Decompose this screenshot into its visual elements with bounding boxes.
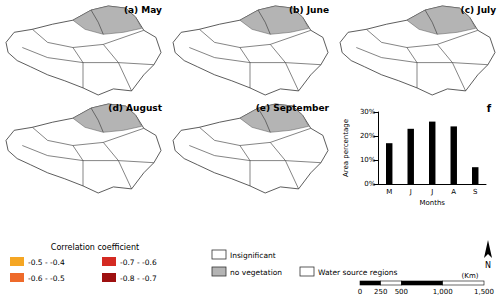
svg-text:30%: 30% <box>360 108 376 116</box>
svg-text:S: S <box>473 188 478 196</box>
svg-text:(d) August: (d) August <box>108 103 162 113</box>
svg-text:(c) July: (c) July <box>461 5 497 15</box>
svg-text:(a) May: (a) May <box>124 5 162 15</box>
svg-text:-0.8 - -0.7: -0.8 - -0.7 <box>120 274 157 283</box>
svg-text:500: 500 <box>395 288 408 296</box>
svg-text:10%: 10% <box>360 156 376 164</box>
svg-text:(b) June: (b) June <box>289 5 329 15</box>
svg-text:J: J <box>430 188 433 196</box>
svg-text:-0.5 - -0.4: -0.5 - -0.4 <box>28 258 65 267</box>
svg-text:Water source regions: Water source regions <box>318 268 398 277</box>
svg-text:1,500: 1,500 <box>474 288 494 296</box>
svg-text:A: A <box>451 188 456 196</box>
svg-text:1,000: 1,000 <box>433 288 453 296</box>
svg-text:(Km): (Km) <box>462 272 479 280</box>
svg-text:Insignificant: Insignificant <box>230 251 276 260</box>
svg-text:Area percentage: Area percentage <box>342 119 350 177</box>
svg-text:0: 0 <box>358 288 362 296</box>
svg-text:250: 250 <box>374 288 387 296</box>
svg-text:Months: Months <box>419 199 445 207</box>
svg-text:Correlation coefficient: Correlation coefficient <box>51 243 139 252</box>
svg-text:M: M <box>386 188 392 196</box>
svg-text:0%: 0% <box>364 180 375 188</box>
svg-text:f: f <box>487 103 492 114</box>
svg-text:N: N <box>485 261 491 270</box>
svg-text:-0.7 - -0.6: -0.7 - -0.6 <box>120 258 157 267</box>
svg-text:no vegetation: no vegetation <box>230 268 282 277</box>
svg-text:J: J <box>409 188 412 196</box>
svg-text:-0.6 - -0.5: -0.6 - -0.5 <box>28 274 65 283</box>
svg-text:20%: 20% <box>360 132 376 140</box>
svg-text:(e) September: (e) September <box>256 103 330 113</box>
